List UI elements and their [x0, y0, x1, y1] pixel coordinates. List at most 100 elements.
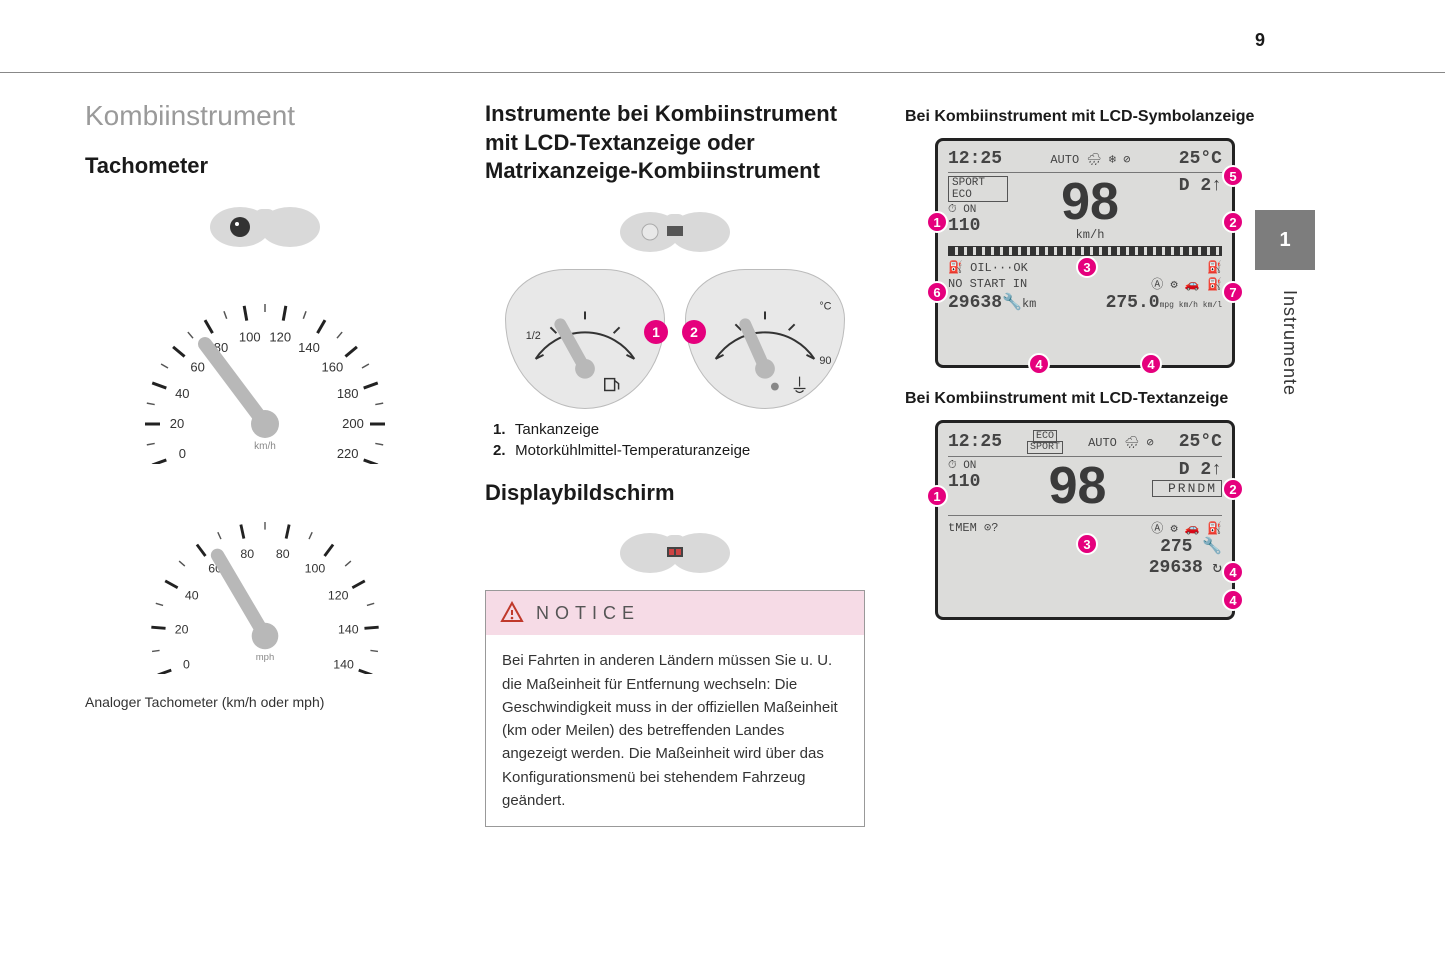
- svg-text:160: 160: [322, 359, 344, 374]
- callout-7: 7: [1222, 281, 1244, 303]
- callout-b3: 3: [1076, 533, 1098, 555]
- fuel-icon: ⛽: [1207, 260, 1222, 275]
- svg-text:120: 120: [328, 588, 349, 602]
- legend-item-2: 2. Motorkühlmittel-Temperaturanzeige: [493, 442, 865, 459]
- lcd-time: 12:25: [948, 149, 1002, 169]
- display-title: Displaybildschirm: [485, 479, 865, 508]
- svg-text:120: 120: [269, 329, 291, 344]
- svg-text:140: 140: [298, 339, 320, 354]
- speed-unit: km/h: [1008, 228, 1172, 242]
- trip-b: 275: [1160, 537, 1192, 557]
- cruise-set: 110: [948, 216, 1008, 236]
- svg-text:140: 140: [333, 657, 354, 671]
- lcd-symbol-caption: Bei Kombiinstrument mit LCD-Symbolanzeig…: [905, 108, 1265, 126]
- lcd-temp: 25°C: [1179, 149, 1222, 169]
- svg-text:100: 100: [305, 561, 326, 575]
- notice-box: NOTICE Bei Fahrten in anderen Ländern mü…: [485, 590, 865, 827]
- lcd-gear: D 2↑: [1172, 176, 1222, 196]
- mem-label: tMEM: [948, 521, 977, 535]
- callout-b4a: 4: [1222, 561, 1244, 583]
- section-title: Kombiinstrument: [85, 100, 445, 132]
- odometer: 29638: [948, 293, 1002, 313]
- cluster-icon-mid: [615, 204, 735, 254]
- callout-5: 5: [1222, 165, 1244, 187]
- svg-text:°C: °C: [819, 300, 831, 312]
- temp-gauge: °C 90 2: [685, 269, 845, 409]
- cruise-on-b: ON: [963, 460, 976, 472]
- svg-text:140: 140: [338, 622, 359, 636]
- gauge-legend: 1. Tankanzeige 2. Motorkühlmittel-Temper…: [485, 421, 865, 459]
- lcd-time-b: 12:25: [948, 432, 1002, 452]
- oil-status: OIL···OK: [970, 261, 1028, 275]
- svg-text:mph: mph: [256, 651, 274, 662]
- svg-text:200: 200: [342, 416, 364, 431]
- legend-num: 2.: [493, 442, 511, 459]
- svg-text:80: 80: [276, 547, 290, 561]
- svg-text:60: 60: [190, 359, 204, 374]
- callout-3: 3: [1076, 256, 1098, 278]
- legend-text: Tankanzeige: [515, 421, 599, 438]
- lcd-gear-b: D 2↑: [1152, 460, 1222, 480]
- callout-6: 6: [926, 281, 948, 303]
- notice-body: Bei Fahrten in anderen Ländern müssen Si…: [486, 635, 864, 826]
- callout-4a: 4: [1028, 353, 1050, 375]
- eco-icons: Ⓐ ⚙ 🚗 ⛽: [1151, 275, 1222, 292]
- nostart: NO START IN: [948, 277, 1027, 291]
- status-icons: AUTO 🌧 ❄ ⊘: [1050, 152, 1130, 167]
- cluster-icon-display: [615, 525, 735, 575]
- trip-unit: mpg km/h km/l: [1160, 301, 1222, 310]
- svg-text:20: 20: [175, 622, 189, 636]
- svg-text:80: 80: [240, 547, 254, 561]
- notice-header: NOTICE: [486, 591, 864, 635]
- cruise-set-b: 110: [948, 472, 1003, 492]
- legend-text: Motorkühlmittel-Temperaturanzeige: [515, 442, 750, 459]
- svg-text:180: 180: [337, 385, 359, 400]
- callout-1: 1: [926, 211, 948, 233]
- page-content: Kombiinstrument Tachometer 0204060801001…: [85, 100, 1245, 827]
- notice-label: NOTICE: [536, 603, 640, 624]
- legend-item-1: 1. Tankanzeige: [493, 421, 865, 438]
- tachometer-title: Tachometer: [85, 152, 445, 181]
- callout-b1: 1: [926, 485, 948, 507]
- callout-1: 1: [644, 320, 668, 344]
- legend-num: 1.: [493, 421, 511, 438]
- speedometer-mph: 02040608080100120140140 mph: [125, 484, 405, 674]
- lcd-symbol-display: 12:25 AUTO 🌧 ❄ ⊘ 25°C SPORT ECO ⏱ ON 110…: [935, 138, 1235, 368]
- svg-text:220: 220: [337, 446, 359, 461]
- cruise-on: ON: [963, 204, 976, 216]
- svg-text:100: 100: [239, 329, 261, 344]
- svg-text:1/2: 1/2: [526, 330, 541, 342]
- odo-b: 29638: [1149, 558, 1203, 578]
- lcd-text-display: 12:25 ECO SPORT AUTO 🌧 ⊘ 25°C ⏱ ON 110 9…: [935, 420, 1235, 620]
- drive-mode: SPORT ECO: [948, 176, 1008, 202]
- status-icons-b: AUTO 🌧 ⊘: [1088, 435, 1154, 450]
- callout-4b: 4: [1140, 353, 1162, 375]
- callout-2: 2: [1222, 211, 1244, 233]
- svg-text:20: 20: [170, 416, 184, 431]
- column-lcd: Bei Kombiinstrument mit LCD-Symbolanzeig…: [905, 100, 1265, 827]
- callout-2: 2: [682, 320, 706, 344]
- trip: 275.0: [1106, 293, 1160, 313]
- warning-icon: [500, 601, 524, 625]
- page-number: 9: [1255, 30, 1265, 51]
- lcd-temp-b: 25°C: [1179, 432, 1222, 452]
- callout-b4b: 4: [1222, 589, 1244, 611]
- svg-text:90: 90: [819, 355, 831, 367]
- lcd-speed: 98: [1008, 176, 1172, 228]
- prndm: PRNDM: [1152, 480, 1222, 497]
- svg-text:40: 40: [175, 385, 189, 400]
- chapter-label: Instrumente: [1279, 290, 1300, 396]
- eco-icons-b: Ⓐ ⚙ 🚗 ⛽: [1151, 519, 1222, 536]
- fuel-gauge: 1/2 1: [505, 269, 665, 409]
- svg-text:km/h: km/h: [254, 441, 276, 452]
- fuel-bar: [948, 246, 1222, 256]
- callout-b2: 2: [1222, 478, 1244, 500]
- mode-icons: ECO SPORT: [1027, 431, 1063, 453]
- svg-text:40: 40: [185, 588, 199, 602]
- instruments-title: Instrumente bei Kombiinstrument mit LCD-…: [485, 100, 865, 186]
- column-instruments: Instrumente bei Kombiinstrument mit LCD-…: [485, 100, 865, 827]
- speedometer-kmh: 020406080100120140160180200220 km/h: [125, 264, 405, 464]
- gauge-pair: 1/2 1 °C 90: [485, 269, 865, 409]
- svg-text:0: 0: [179, 446, 186, 461]
- odo-unit: km: [1022, 297, 1036, 311]
